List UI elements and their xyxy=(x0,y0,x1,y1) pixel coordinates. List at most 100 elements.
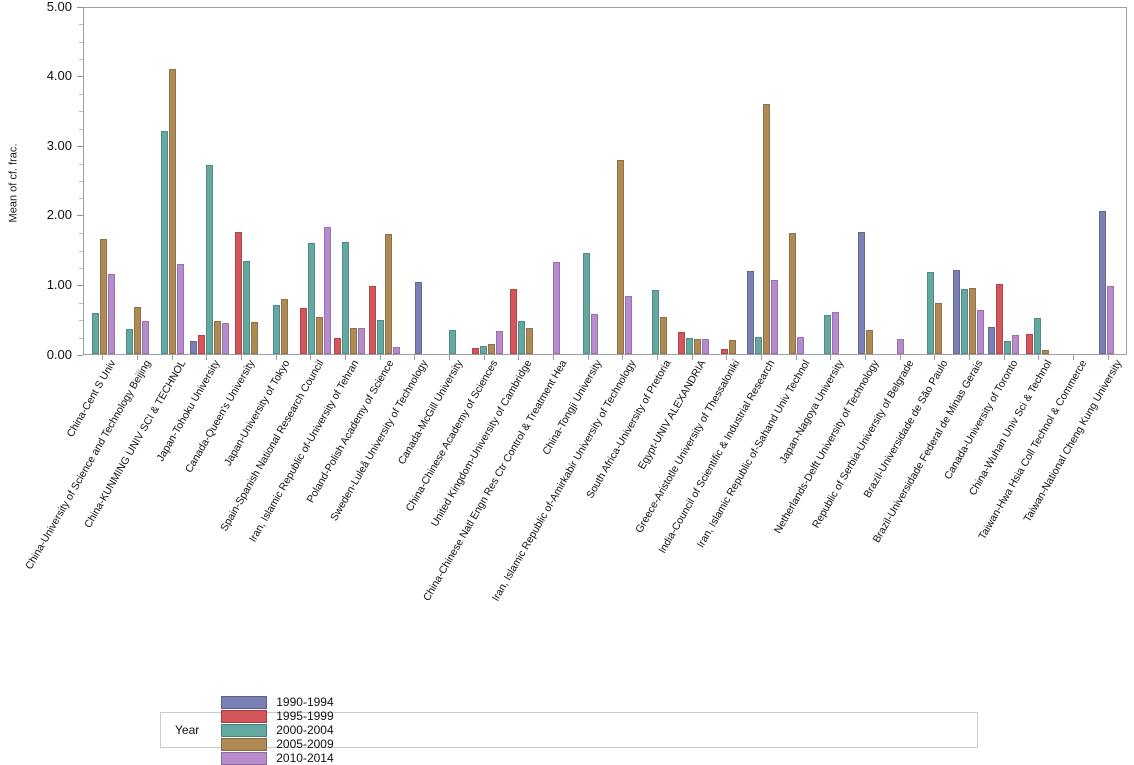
bar[interactable] xyxy=(414,282,422,354)
bar[interactable] xyxy=(995,283,1003,354)
bar[interactable] xyxy=(552,262,560,354)
bar[interactable] xyxy=(134,306,142,354)
bar[interactable] xyxy=(213,321,221,354)
bar[interactable] xyxy=(961,289,969,354)
bar[interactable] xyxy=(176,264,184,354)
bar[interactable] xyxy=(168,69,176,354)
bar[interactable] xyxy=(747,271,755,354)
bar[interactable] xyxy=(197,335,205,354)
bar[interactable] xyxy=(189,340,197,354)
bar[interactable] xyxy=(126,328,134,354)
bar[interactable] xyxy=(234,231,242,354)
bar[interactable] xyxy=(1034,317,1042,354)
bar[interactable] xyxy=(107,273,115,354)
bar[interactable] xyxy=(1026,333,1034,354)
bar[interactable] xyxy=(969,287,977,354)
bar[interactable] xyxy=(350,328,358,354)
bar[interactable] xyxy=(896,338,904,354)
legend-item[interactable]: 1990-1994 xyxy=(221,695,334,709)
bar[interactable] xyxy=(987,326,995,354)
bar[interactable] xyxy=(242,261,250,354)
bar[interactable] xyxy=(281,299,289,354)
bar[interactable] xyxy=(797,336,805,354)
bar[interactable] xyxy=(866,329,874,354)
x-axis-tick-mark xyxy=(830,355,832,360)
legend-color-swatch xyxy=(221,709,268,723)
bar[interactable] xyxy=(831,312,839,354)
bar[interactable] xyxy=(392,347,400,354)
bar[interactable] xyxy=(221,322,229,354)
bar[interactable] xyxy=(471,348,479,354)
bar[interactable] xyxy=(1011,335,1019,354)
bar[interactable] xyxy=(678,332,686,354)
bar-group xyxy=(814,8,848,354)
bar[interactable] xyxy=(495,331,503,354)
x-axis-tick-mark xyxy=(518,355,520,360)
bar[interactable] xyxy=(358,327,366,354)
bar[interactable] xyxy=(250,321,258,354)
x-axis-tick-label: Japan-University of Tokyo xyxy=(221,358,293,468)
bar[interactable] xyxy=(823,315,831,354)
bar[interactable] xyxy=(510,289,518,354)
bar[interactable] xyxy=(728,340,736,354)
legend-item[interactable]: 1995-1999 xyxy=(221,709,334,723)
bar[interactable] xyxy=(659,317,667,354)
bar[interactable] xyxy=(518,320,526,354)
x-axis-tick-mark xyxy=(449,355,450,360)
bar[interactable] xyxy=(858,232,866,354)
bar[interactable] xyxy=(334,338,342,354)
y-axis-tick-label: 5.00 xyxy=(46,0,72,14)
bar[interactable] xyxy=(694,339,702,354)
bar[interactable] xyxy=(376,319,384,354)
bar[interactable] xyxy=(617,159,625,354)
bar[interactable] xyxy=(590,314,598,354)
bar[interactable] xyxy=(315,317,323,354)
bar[interactable] xyxy=(91,312,99,354)
bar[interactable] xyxy=(299,308,307,354)
bar[interactable] xyxy=(935,303,943,354)
bar[interactable] xyxy=(789,232,797,354)
legend-item[interactable]: 2000-2004 xyxy=(221,723,334,737)
bar[interactable] xyxy=(449,329,457,354)
bar[interactable] xyxy=(384,234,392,354)
bar[interactable] xyxy=(582,253,590,354)
bar[interactable] xyxy=(307,243,315,354)
bar[interactable] xyxy=(702,338,710,354)
bar[interactable] xyxy=(1042,349,1050,354)
bar[interactable] xyxy=(487,344,495,354)
bar[interactable] xyxy=(1107,285,1115,354)
bar[interactable] xyxy=(1099,210,1107,354)
x-axis-tick-label: Japan-Tohoku University xyxy=(154,358,223,464)
legend-item[interactable]: 2005-2009 xyxy=(221,737,334,751)
bar[interactable] xyxy=(342,241,350,354)
bar[interactable] xyxy=(479,346,487,354)
bar[interactable] xyxy=(323,226,331,354)
plot-area xyxy=(83,7,1127,355)
y-axis-minor-tick xyxy=(79,268,83,269)
bar[interactable] xyxy=(1003,340,1011,354)
bar[interactable] xyxy=(142,320,150,354)
bar[interactable] xyxy=(977,310,985,354)
x-axis-tick-label: Canada-Queen's University xyxy=(182,358,258,475)
bar[interactable] xyxy=(686,338,694,354)
bar[interactable] xyxy=(763,104,771,354)
bar[interactable] xyxy=(651,289,659,354)
bar[interactable] xyxy=(771,280,779,354)
bar[interactable] xyxy=(368,285,376,354)
bar[interactable] xyxy=(205,165,213,354)
bar[interactable] xyxy=(755,336,763,354)
x-axis-tick-mark xyxy=(102,355,104,360)
bar[interactable] xyxy=(720,349,728,354)
bar[interactable] xyxy=(99,239,107,354)
bar-group xyxy=(1089,8,1123,354)
legend-item-label: 1990-1994 xyxy=(276,695,334,709)
bar[interactable] xyxy=(273,305,281,354)
bar[interactable] xyxy=(953,269,961,354)
bar-group xyxy=(86,8,120,354)
legend-item-label: 2000-2004 xyxy=(276,723,334,737)
bar[interactable] xyxy=(625,296,633,354)
bar[interactable] xyxy=(160,131,168,354)
legend-item[interactable]: 2010-2014 xyxy=(221,751,334,765)
bar[interactable] xyxy=(526,327,534,354)
bar[interactable] xyxy=(927,271,935,354)
